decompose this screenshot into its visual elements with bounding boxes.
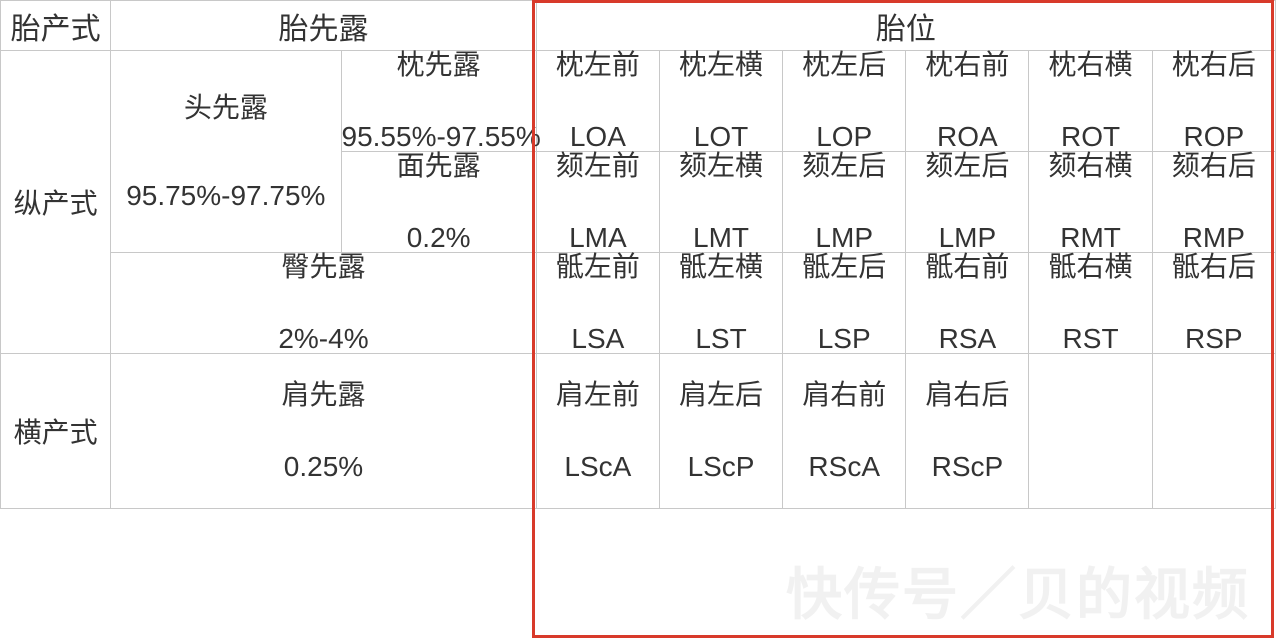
pos-cell-empty [1029,354,1152,509]
pos-cell: 肩左前 LScA [536,354,659,509]
mode-transverse: 横产式 [1,354,111,509]
pos-cell: 颏左后 LMP [906,152,1029,253]
table-row: 纵产式 头先露 95.75%-97.75% 枕先露 95.55%-97.55% … [1,51,1276,152]
presentation-occiput: 枕先露 95.55%-97.55% [341,51,536,152]
pos-en: RMP [1153,224,1275,252]
pos-cell: 枕右横 ROT [1029,51,1152,152]
table-row: 横产式 肩先露 0.25% 肩左前 LScA 肩左后 LScP 肩右前 RScA 肩右… [1,354,1276,509]
pos-cn: 颏右后 [1153,152,1275,180]
pos-cn: 枕右后 [1153,51,1275,79]
pos-cell: 枕右前 ROA [906,51,1029,152]
pos-cell: 颏左横 LMT [659,152,782,253]
pos-cn: 肩左前 [537,381,659,409]
pos-cn: 枕左前 [537,51,659,79]
pos-en: RMT [1029,224,1151,252]
pos-en: ROA [906,123,1028,151]
presentation-shoulder: 肩先露 0.25% [111,354,537,509]
pos-cn: 颏左后 [783,152,905,180]
pos-cell: 肩左后 LScP [659,354,782,509]
pos-cell: 骶左前 LSA [536,253,659,354]
pos-cn: 颏右横 [1029,152,1151,180]
pos-en: LMP [783,224,905,252]
pos-cn: 枕右横 [1029,51,1151,79]
presentation-breech: 臀先露 2%-4% [111,253,537,354]
header-mode: 胎产式 [1,1,111,51]
pres-shoulder-pct: 0.25% [111,453,536,481]
pres-breech-name: 臀先露 [111,253,536,281]
pos-cell: 枕左横 LOT [659,51,782,152]
pos-cn: 骶左后 [783,253,905,281]
mode-longitudinal: 纵产式 [1,51,111,354]
pos-en: LOA [537,123,659,151]
pos-cell: 骶右横 RST [1029,253,1152,354]
pos-cell: 骶右前 RSA [906,253,1029,354]
pos-cell: 颏右横 RMT [1029,152,1152,253]
header-presentation: 胎先露 [111,1,537,51]
fetal-position-table: 胎产式 胎先露 胎位 纵产式 头先露 95.75%-97.75% 枕先露 95.… [0,0,1276,509]
pos-cn: 肩右后 [906,381,1028,409]
pos-en: LMP [906,224,1028,252]
pres-face-name: 面先露 [342,152,536,180]
pos-en: RSA [906,325,1028,353]
pres-head-pct: 95.75%-97.75% [111,182,340,210]
pos-en: RSP [1153,325,1275,353]
pos-cell: 颏右后 RMP [1152,152,1275,253]
pos-cell: 肩右后 RScP [906,354,1029,509]
pos-en: ROT [1029,123,1151,151]
pos-cell-empty [1152,354,1275,509]
pos-cn: 骶右前 [906,253,1028,281]
pos-cn: 枕左横 [660,51,782,79]
pos-cn: 骶右后 [1153,253,1275,281]
pos-cell: 骶右后 RSP [1152,253,1275,354]
pos-en: LScA [537,453,659,481]
pos-cn: 枕左后 [783,51,905,79]
pos-cell: 颏左前 LMA [536,152,659,253]
pos-en: RST [1029,325,1151,353]
pos-cn: 骶左前 [537,253,659,281]
pos-cn: 肩左后 [660,381,782,409]
pos-en: LST [660,325,782,353]
pos-cn: 肩右前 [783,381,905,409]
pos-en: LOP [783,123,905,151]
table-row: 臀先露 2%-4% 骶左前 LSA 骶左横 LST 骶左后 LSP 骶右前 RSA 骶右… [1,253,1276,354]
pos-cell: 骶左后 LSP [783,253,906,354]
watermark-text: 快传号／贝的视频 [786,550,1250,631]
pos-en: LMA [537,224,659,252]
pos-en: LScP [660,453,782,481]
pos-cell: 颏左后 LMP [783,152,906,253]
presentation-face: 面先露 0.2% [341,152,536,253]
pres-occiput-pct: 95.55%-97.55% [342,123,536,151]
pos-cell: 枕右后 ROP [1152,51,1275,152]
pos-cn: 骶右横 [1029,253,1151,281]
pos-en: RScP [906,453,1028,481]
pres-occiput-name: 枕先露 [342,51,536,79]
pres-face-pct: 0.2% [342,224,536,252]
pos-en: LOT [660,123,782,151]
pos-cn: 颏左前 [537,152,659,180]
pres-shoulder-name: 肩先露 [111,381,536,409]
pos-cn: 颏左后 [906,152,1028,180]
pos-cn: 骶左横 [660,253,782,281]
header-position: 胎位 [536,1,1275,51]
pos-en: ROP [1153,123,1275,151]
pos-en: LSA [537,325,659,353]
pos-cn: 枕右前 [906,51,1028,79]
pos-en: RScA [783,453,905,481]
pos-en: LMT [660,224,782,252]
pos-cell: 骶左横 LST [659,253,782,354]
pos-cell: 枕左后 LOP [783,51,906,152]
table-header-row: 胎产式 胎先露 胎位 [1,1,1276,51]
pos-cell: 肩右前 RScA [783,354,906,509]
pres-breech-pct: 2%-4% [111,325,536,353]
pos-cell: 枕左前 LOA [536,51,659,152]
pos-cn: 颏左横 [660,152,782,180]
pres-head-name: 头先露 [111,94,340,122]
presentation-head: 头先露 95.75%-97.75% [111,51,341,253]
pos-en: LSP [783,325,905,353]
